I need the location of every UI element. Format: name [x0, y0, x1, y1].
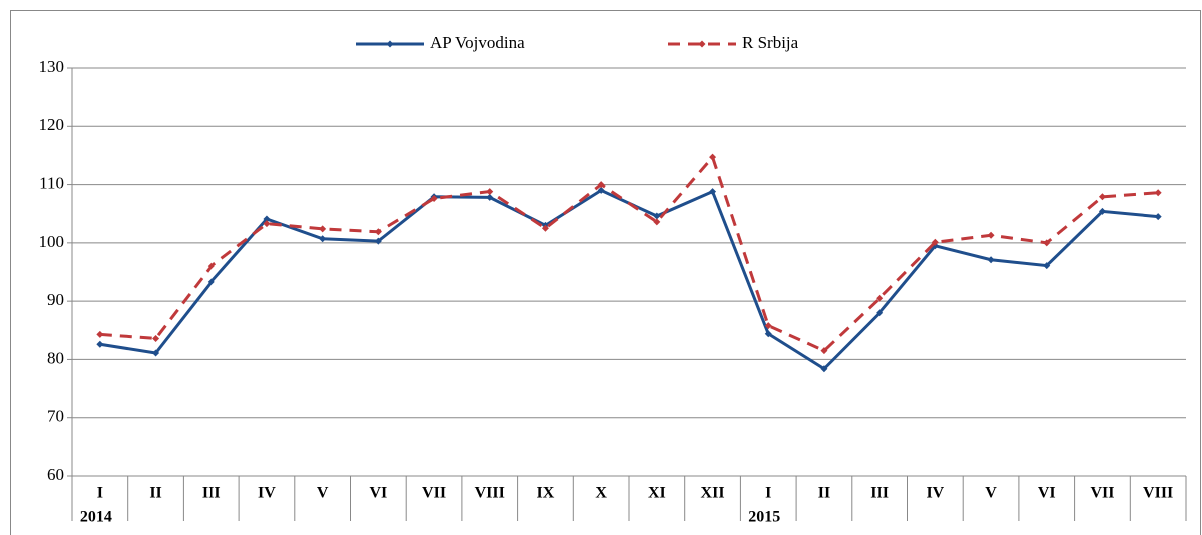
point-marker — [653, 212, 661, 220]
point-marker — [152, 334, 160, 342]
y-tick-label: 60 — [47, 465, 64, 484]
point-marker — [764, 330, 772, 338]
year-label: 2015 — [748, 509, 780, 526]
point-marker — [597, 186, 605, 194]
point-marker — [541, 224, 549, 232]
chart-border — [10, 10, 1201, 535]
y-tick-label: 130 — [39, 57, 65, 76]
x-tick-label: VI — [369, 485, 387, 502]
point-marker — [876, 294, 884, 302]
point-marker — [764, 322, 772, 330]
legend-marker — [386, 40, 394, 48]
x-tick-label: VI — [1038, 485, 1056, 502]
x-tick-label: II — [818, 485, 830, 502]
x-tick-label: VIII — [475, 485, 505, 502]
point-marker — [1043, 239, 1051, 247]
legend-marker — [698, 40, 706, 48]
y-tick-label: 110 — [39, 173, 64, 192]
point-marker — [263, 220, 271, 228]
point-marker — [820, 365, 828, 373]
point-marker — [374, 228, 382, 236]
point-marker — [987, 256, 995, 264]
x-tick-label: V — [985, 485, 997, 502]
x-tick-label: VIII — [1143, 485, 1173, 502]
x-tick-label: III — [202, 485, 221, 502]
point-marker — [931, 238, 939, 246]
point-marker — [152, 349, 160, 357]
point-marker — [820, 347, 828, 355]
point-marker — [709, 153, 717, 161]
point-marker — [319, 225, 327, 233]
point-marker — [207, 278, 215, 286]
point-marker — [207, 262, 215, 270]
x-tick-label: I — [765, 485, 771, 502]
point-marker — [653, 218, 661, 226]
x-tick-label: III — [870, 485, 889, 502]
y-tick-label: 80 — [47, 348, 64, 367]
x-tick-label: II — [149, 485, 161, 502]
point-marker — [1154, 213, 1162, 221]
point-marker — [597, 181, 605, 189]
point-marker — [1098, 207, 1106, 215]
point-marker — [486, 193, 494, 201]
x-tick-label: IX — [537, 485, 555, 502]
point-marker — [486, 188, 494, 196]
year-label: 2014 — [80, 509, 112, 526]
point-marker — [1043, 262, 1051, 270]
x-tick-label: I — [97, 485, 103, 502]
x-tick-label: X — [595, 485, 607, 502]
point-marker — [987, 231, 995, 239]
point-marker — [96, 330, 104, 338]
x-tick-label: IV — [258, 485, 276, 502]
point-marker — [1154, 189, 1162, 197]
legend-label: R Srbija — [742, 33, 799, 52]
x-tick-label: XII — [701, 485, 725, 502]
point-marker — [263, 215, 271, 223]
y-tick-label: 70 — [47, 407, 64, 426]
legend-label: AP Vojvodina — [430, 33, 525, 52]
point-marker — [96, 340, 104, 348]
point-marker — [319, 235, 327, 243]
point-marker — [709, 188, 717, 196]
x-tick-label: XI — [648, 485, 666, 502]
point-marker — [374, 237, 382, 245]
x-tick-label: V — [317, 485, 329, 502]
y-tick-label: 120 — [39, 115, 65, 134]
series-line — [99, 154, 1159, 353]
x-tick-label: VII — [422, 485, 446, 502]
point-marker — [1098, 193, 1106, 201]
y-tick-label: 90 — [47, 290, 64, 309]
point-marker — [430, 195, 438, 203]
x-tick-label: VII — [1090, 485, 1114, 502]
point-marker — [876, 309, 884, 317]
x-tick-label: IV — [926, 485, 944, 502]
y-tick-label: 100 — [39, 232, 65, 251]
